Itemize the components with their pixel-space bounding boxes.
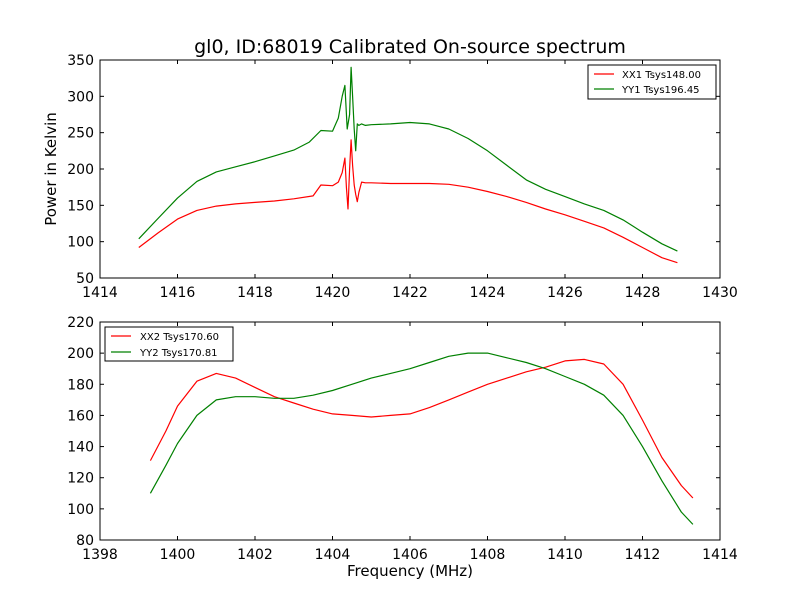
bottom-y-tick-label: 140 [67,440,94,456]
bottom-y-tick-label: 160 [67,408,94,424]
bottom-y-tick-label: 120 [67,471,94,487]
bottom-series-line-2 [149,352,694,525]
top-legend-label-yy1: YY1 Tsys196.45 [621,85,700,96]
bottom-x-tick-label: 1414 [702,547,738,563]
top-legend-label-xx1: XX1 Tsys148.00 [622,70,701,81]
top-legend-box [587,64,717,100]
top-panel-lines [138,66,678,264]
bottom-x-tick-label: 1398 [82,547,118,563]
bottom-legend-label-yy2: YY2 Tsys170.81 [139,348,218,359]
top-series-line-1 [138,139,678,264]
top-x-tick-label: 1422 [392,285,428,301]
top-x-tick-label: 1418 [237,285,273,301]
top-x-tick-label: 1416 [160,285,196,301]
top-y-tick-label: 50 [76,271,94,287]
chart-title: gl0, ID:68019 Calibrated On-source spect… [194,36,626,58]
bottom-y-tick-label: 180 [67,377,94,393]
top-legend: XX1 Tsys148.00 YY1 Tsys196.45 [587,64,717,100]
bottom-x-tick-label: 1410 [547,547,583,563]
bottom-y-tick-label: 80 [76,533,94,549]
bottom-y-tick-label: 220 [67,315,94,331]
bottom-panel: 1398 1400 1402 1404 1406 1408 1410 1412 1414 80 10… [67,315,738,580]
bottom-x-tick-label: 1400 [160,547,196,563]
top-x-tick-label: 1424 [470,285,506,301]
bottom-y-tick-label: 100 [67,502,94,518]
top-y-tick-label: 100 [67,235,94,251]
top-y-tick-label: 300 [67,89,94,105]
bottom-x-tick-label: 1406 [392,547,428,563]
top-x-tick-label: 1430 [702,285,738,301]
top-x-tick-label: 1420 [315,285,351,301]
top-series-line-2 [138,66,678,252]
top-y-tick-label: 200 [67,162,94,178]
bottom-panel-lines [149,352,694,525]
bottom-legend: XX2 Tsys170.60 YY2 Tsys170.81 [104,326,234,362]
top-panel-ticks: 1414 1416 1418 1420 1422 1424 1426 1428 1430 50 10… [67,53,738,301]
top-x-tick-label: 1426 [547,285,583,301]
bottom-y-tick-label: 200 [67,346,94,362]
bottom-x-tick-label: 1412 [625,547,661,563]
top-x-tick-label: 1414 [82,285,118,301]
top-y-axis-label: Power in Kelvin [42,112,60,226]
bottom-legend-box [104,326,234,362]
top-y-tick-label: 250 [67,126,94,142]
top-panel: 1414 1416 1418 1420 1422 1424 1426 1428 1430 50 10… [42,53,738,301]
bottom-x-tick-label: 1408 [470,547,506,563]
bottom-x-tick-label: 1404 [315,547,351,563]
top-y-tick-label: 150 [67,198,94,214]
top-y-tick-label: 350 [67,53,94,69]
bottom-legend-label-xx2: XX2 Tsys170.60 [140,332,219,343]
bottom-x-tick-label: 1402 [237,547,273,563]
top-x-tick-label: 1428 [625,285,661,301]
x-axis-label: Frequency (MHz) [347,562,473,580]
bottom-series-line-1 [149,358,694,499]
bottom-panel-ticks: 1398 1400 1402 1404 1406 1408 1410 1412 1414 80 10… [67,315,738,563]
